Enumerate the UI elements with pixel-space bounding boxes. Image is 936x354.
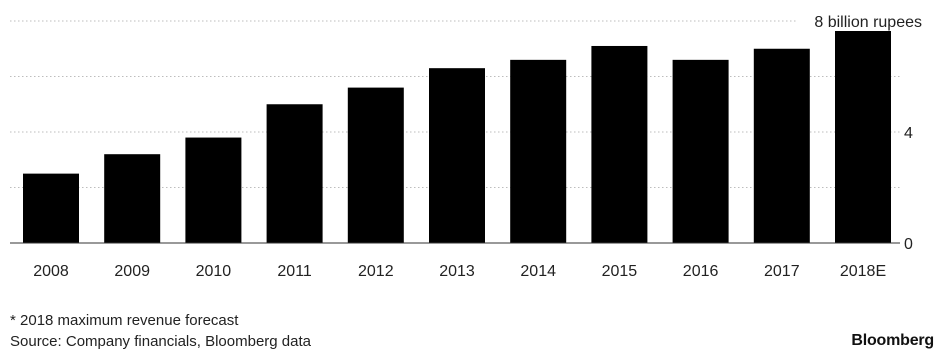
bar-2012 [347, 87, 404, 243]
bar-2015 [591, 45, 648, 243]
y-tick-label-8: 8 billion rupees [814, 14, 922, 31]
bar-2008 [23, 173, 79, 243]
bar-2009 [104, 154, 161, 243]
y-top-label-background [796, 11, 924, 31]
x-tick-label-2012: 2012 [358, 263, 394, 280]
chart-svg: 2008 2009 2010 2011 2012 2013 2014 2015 2016 2017… [10, 11, 924, 280]
x-tick-label-2016: 2016 [683, 263, 719, 280]
y-tick-label-0: 0 [904, 236, 913, 253]
bar-2010 [185, 137, 242, 243]
x-tick-label-2013: 2013 [439, 263, 475, 280]
x-tick-label-2015: 2015 [602, 263, 638, 280]
x-tick-label-2009: 2009 [114, 263, 150, 280]
x-tick-label-2008: 2008 [33, 263, 69, 280]
x-tick-label-2017: 2017 [764, 263, 800, 280]
y-tick-label-4: 4 [904, 125, 913, 142]
x-tick-label-2014: 2014 [520, 263, 556, 280]
bar-2016 [672, 59, 729, 243]
bar-2018E [835, 29, 891, 244]
source-text: Source: Company financials, Bloomberg da… [10, 333, 311, 350]
bar-2017 [753, 48, 810, 243]
x-tick-label-2010: 2010 [196, 263, 232, 280]
x-tick-label-2011: 2011 [277, 263, 312, 280]
footnote-text: * 2018 maximum revenue forecast [10, 312, 239, 329]
bloomberg-logo: Bloomberg [851, 332, 934, 349]
x-tick-label-2018E: 2018E [840, 263, 886, 280]
bar-chart: 2008 2009 2010 2011 2012 2013 2014 2015 2016 2017… [10, 11, 924, 280]
bar-2014 [510, 59, 567, 243]
bar-2011 [266, 104, 323, 243]
bar-2013 [429, 68, 485, 243]
